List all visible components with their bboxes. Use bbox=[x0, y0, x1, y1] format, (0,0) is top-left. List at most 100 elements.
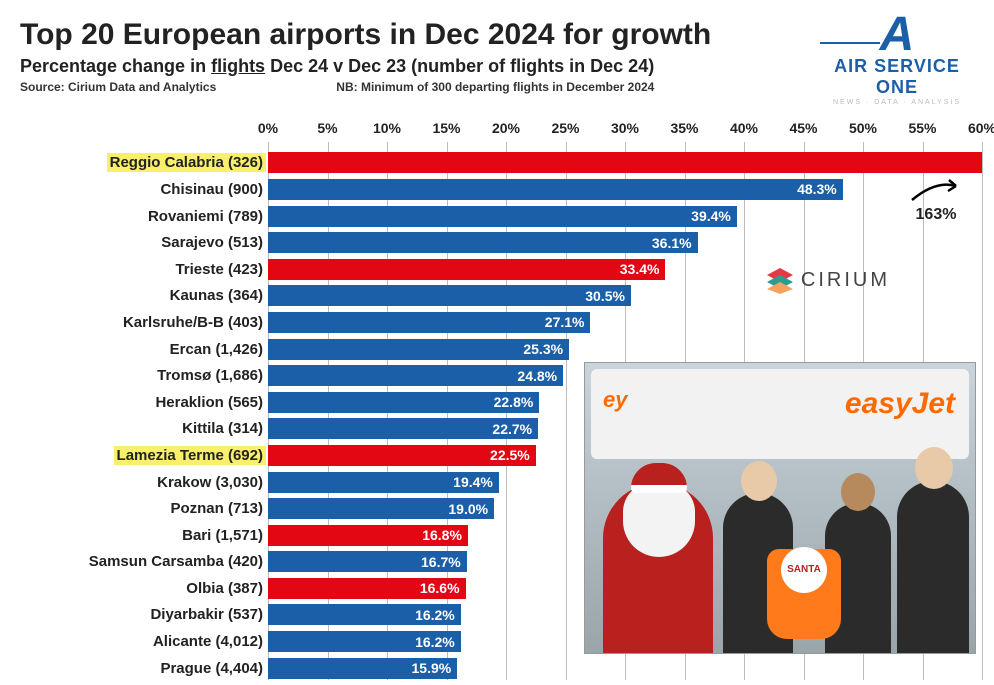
bar-value: 48.3% bbox=[797, 181, 837, 197]
bar: 19.0% bbox=[268, 498, 494, 519]
bar-value: 30.5% bbox=[585, 288, 625, 304]
bar-value: 16.2% bbox=[415, 607, 455, 623]
bar-value: 16.2% bbox=[415, 634, 455, 650]
bar-value: 22.5% bbox=[490, 447, 530, 463]
bar: 24.8% bbox=[268, 365, 563, 386]
bar-label: Poznan (713) bbox=[167, 499, 266, 518]
photo-person bbox=[897, 481, 969, 653]
overflow-value: 163% bbox=[916, 206, 957, 223]
x-tick: 35% bbox=[670, 120, 698, 136]
x-axis: 0%5%10%15%20%25%30%35%40%45%50%55%60% bbox=[268, 120, 982, 142]
bar-row: Ercan (1,426) 25.3% bbox=[20, 336, 982, 363]
x-tick: 5% bbox=[317, 120, 337, 136]
overflow-annotation: 163% bbox=[908, 178, 964, 224]
x-tick: 0% bbox=[258, 120, 278, 136]
bar-label: Karlsruhe/B-B (403) bbox=[120, 313, 266, 332]
bar-label: Kaunas (364) bbox=[167, 286, 266, 305]
bar-value: 39.4% bbox=[691, 208, 731, 224]
bar-value: 19.0% bbox=[448, 501, 488, 517]
bar: 22.7% bbox=[268, 418, 538, 439]
photo-bag-badge: SANTA bbox=[781, 547, 827, 593]
bar-label: Samsun Carsamba (420) bbox=[86, 552, 266, 571]
bar-value: 24.8% bbox=[517, 368, 557, 384]
brand-tagline: NEWS · DATA · ANALYSIS bbox=[812, 99, 982, 106]
bar-label: Bari (1,571) bbox=[179, 526, 266, 545]
x-tick: 40% bbox=[730, 120, 758, 136]
bar-label: Prague (4,404) bbox=[157, 659, 266, 678]
bar-label: Ercan (1,426) bbox=[167, 340, 266, 359]
bar-value: 25.3% bbox=[523, 341, 563, 357]
bar-row: Chisinau (900) 48.3% bbox=[20, 176, 982, 203]
brand-logo: A AIR SERVICE ONE NEWS · DATA · ANALYSIS bbox=[812, 18, 982, 106]
cirium-text: CIRIUM bbox=[801, 269, 890, 292]
bar: 19.4% bbox=[268, 472, 499, 493]
bar: 16.2% bbox=[268, 604, 461, 625]
overflow-arrow-icon bbox=[908, 178, 964, 204]
x-tick: 10% bbox=[373, 120, 401, 136]
subtitle: Percentage change in flights Dec 24 v De… bbox=[20, 56, 812, 77]
bar-label: Kittila (314) bbox=[179, 419, 266, 438]
bar: 22.5% bbox=[268, 445, 536, 466]
bar-row: Karlsruhe/B-B (403) 27.1% bbox=[20, 309, 982, 336]
title-block: Top 20 European airports in Dec 2024 for… bbox=[20, 18, 812, 94]
cirium-logo: CIRIUM bbox=[767, 268, 890, 294]
bar: 15.9% bbox=[268, 658, 457, 679]
bar-label: Heraklion (565) bbox=[152, 393, 266, 412]
cirium-icon bbox=[767, 268, 793, 294]
bar: 16.7% bbox=[268, 551, 467, 572]
bar-value: 33.4% bbox=[620, 261, 660, 277]
bar: 22.8% bbox=[268, 392, 539, 413]
gridline bbox=[982, 142, 983, 680]
bar-row: Prague (4,404) 15.9% bbox=[20, 655, 982, 682]
source-row: Source: Cirium Data and Analytics NB: Mi… bbox=[20, 80, 812, 94]
bar bbox=[268, 152, 982, 173]
page-title: Top 20 European airports in Dec 2024 for… bbox=[20, 18, 812, 52]
bar-value: 22.8% bbox=[494, 394, 534, 410]
bar-label: Chisinau (900) bbox=[157, 180, 266, 199]
bar: 30.5% bbox=[268, 285, 631, 306]
subtitle-post: Dec 24 v Dec 23 (number of flights in De… bbox=[265, 56, 654, 76]
x-tick: 20% bbox=[492, 120, 520, 136]
bar-value: 15.9% bbox=[412, 660, 452, 676]
x-tick: 55% bbox=[908, 120, 936, 136]
bar-label: Alicante (4,012) bbox=[150, 632, 266, 651]
source-text: Source: Cirium Data and Analytics bbox=[20, 80, 216, 94]
bar: 48.3% bbox=[268, 179, 843, 200]
bar-label: Krakow (3,030) bbox=[154, 473, 266, 492]
brand-logo-icon: A bbox=[812, 18, 982, 52]
subtitle-pre: Percentage change in bbox=[20, 56, 211, 76]
photo-people: SANTA bbox=[585, 453, 975, 653]
bar-value: 16.6% bbox=[420, 580, 460, 596]
bar-value: 36.1% bbox=[652, 235, 692, 251]
x-tick: 45% bbox=[789, 120, 817, 136]
nb-text: NB: Minimum of 300 departing flights in … bbox=[336, 80, 654, 94]
bar-label: Tromsø (1,686) bbox=[154, 366, 266, 385]
bar: 16.2% bbox=[268, 631, 461, 652]
x-tick: 60% bbox=[968, 120, 994, 136]
subtitle-underline: flights bbox=[211, 56, 265, 76]
bar-row: Sarajevo (513) 36.1% bbox=[20, 229, 982, 256]
x-tick: 15% bbox=[432, 120, 460, 136]
bar-value: 16.7% bbox=[421, 554, 461, 570]
bar: 36.1% bbox=[268, 232, 698, 253]
bar: 25.3% bbox=[268, 339, 569, 360]
brand-name: AIR SERVICE ONE bbox=[812, 56, 982, 98]
bar: 27.1% bbox=[268, 312, 590, 333]
bar-value: 19.4% bbox=[453, 474, 493, 490]
bar-row: Rovaniemi (789)39.4% bbox=[20, 203, 982, 230]
bar: 16.6% bbox=[268, 578, 466, 599]
bar-value: 27.1% bbox=[545, 314, 585, 330]
bar-label: Sarajevo (513) bbox=[158, 233, 266, 252]
bar-row: Reggio Calabria (326) bbox=[20, 150, 982, 177]
photo-brand-left: ey bbox=[603, 387, 627, 413]
bar-label: Trieste (423) bbox=[172, 260, 266, 279]
promo-photo: ey easyJet SANTA bbox=[584, 362, 976, 654]
x-tick: 50% bbox=[849, 120, 877, 136]
bar-label: Diyarbakir (537) bbox=[147, 605, 266, 624]
bar: 16.8% bbox=[268, 525, 468, 546]
header: Top 20 European airports in Dec 2024 for… bbox=[20, 18, 982, 106]
bar: 39.4% bbox=[268, 206, 737, 227]
bar-label: Reggio Calabria (326) bbox=[107, 153, 266, 172]
x-tick: 25% bbox=[551, 120, 579, 136]
bar-value: 22.7% bbox=[492, 421, 532, 437]
